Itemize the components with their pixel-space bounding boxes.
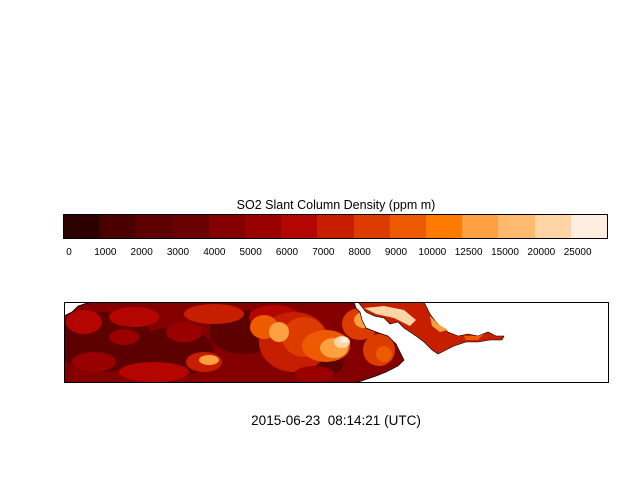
colorbar-swatch: [136, 215, 173, 238]
colorbar-tick-label: 12500: [454, 247, 483, 258]
density-contour: [72, 352, 116, 372]
density-contour: [269, 322, 289, 342]
colorbar-tick-label: 0: [66, 247, 72, 258]
timestamp-date: 2015-06-23: [251, 413, 321, 428]
colorbar-swatch: [172, 215, 209, 238]
colorbar-tick-label: 7000: [312, 247, 335, 258]
colorbar: [63, 214, 608, 239]
colorbar-tick-label: 3000: [166, 247, 190, 258]
colorbar-tick-label: 10000: [418, 247, 447, 258]
colorbar-swatch: [317, 215, 354, 238]
colorbar-swatch: [389, 215, 427, 238]
colorbar-swatch: [534, 215, 571, 238]
density-contour: [109, 307, 159, 327]
density-contour: [199, 355, 219, 365]
colorbar-tick-label: 5000: [239, 247, 262, 258]
timestamp-time: 08:14:21: [327, 413, 381, 428]
colorbar-tick-label: 20000: [527, 247, 556, 258]
colorbar-swatch: [570, 215, 608, 238]
colorbar-tick-label: 2000: [130, 247, 153, 258]
colorbar-tick-label: 6000: [275, 247, 299, 258]
colorbar-swatch: [498, 215, 535, 238]
observation-timestamp: 2015-06-23 08:14:21 (UTC): [0, 413, 640, 428]
density-contour: [119, 362, 189, 382]
density-contour: [294, 366, 334, 382]
colorbar-tick-label: 1000: [94, 247, 117, 258]
colorbar-tick-label: 25000: [563, 247, 592, 258]
colorbar-swatch: [353, 215, 390, 238]
so2-density-map: [64, 302, 609, 383]
colorbar-swatch: [426, 215, 463, 238]
colorbar-title: SO2 Slant Column Density (ppm m): [236, 198, 436, 212]
timestamp-zone: (UTC): [384, 413, 421, 428]
colorbar-swatch: [281, 215, 318, 238]
density-contour: [184, 304, 244, 324]
colorbar-swatch: [462, 215, 499, 238]
density-contour: [66, 310, 102, 334]
density-contour: [166, 322, 202, 342]
colorbar-swatch: [64, 215, 101, 238]
density-contour: [376, 346, 392, 362]
colorbar-swatch: [208, 215, 246, 238]
density-contour: [340, 337, 348, 343]
colorbar-swatch: [245, 215, 282, 238]
density-contour: [109, 329, 139, 345]
colorbar-tick-label: 9000: [384, 247, 408, 258]
colorbar-swatch: [100, 215, 137, 238]
colorbar-tick-label: 15000: [491, 247, 519, 258]
colorbar-tick-label: 8000: [348, 247, 371, 258]
colorbar-ticks: 0 1000 2000 3000 4000 5000 6000 7000 8000 9000 100…: [63, 247, 608, 261]
colorbar-tick-label: 4000: [203, 247, 226, 258]
